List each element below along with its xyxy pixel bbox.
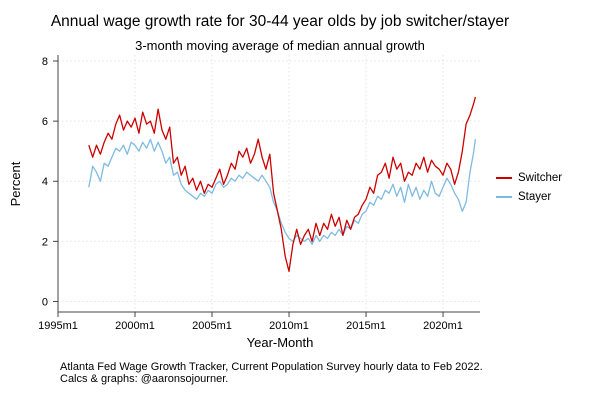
series-line-stayer — [88, 138, 477, 246]
legend-swatch-switcher — [496, 176, 512, 179]
source-note: Atlanta Fed Wage Growth Tracker, Current… — [60, 361, 483, 373]
x-tick-label: 2020m1 — [423, 320, 463, 332]
series-line-switcher — [88, 96, 477, 273]
grid-lines — [57, 55, 480, 312]
legend-item-stayer: Stayer — [496, 187, 562, 206]
y-tick-label: 6 — [42, 116, 48, 128]
x-tick-label: 2015m1 — [346, 320, 386, 332]
legend-label-stayer: Stayer — [518, 190, 552, 203]
legend-item-switcher: Switcher — [496, 168, 562, 187]
x-tick-label: 2010m1 — [269, 320, 309, 332]
chart-subtitle: 3-month moving average of median annual … — [135, 38, 425, 53]
y-tick-label: 2 — [42, 236, 48, 248]
tick-labels: 0 2 4 6 8 1995m1 2000m1 2005m1 2010m1 2015m1 2020m… — [38, 56, 463, 332]
series-lines — [88, 96, 477, 273]
legend-label-switcher: Switcher — [518, 171, 563, 184]
x-tick-label: 1995m1 — [38, 320, 78, 332]
y-tick-label: 8 — [42, 56, 48, 68]
credit-note: Calcs & graphs: @aaronsojourner. — [60, 373, 229, 385]
axes — [53, 55, 480, 317]
y-axis-title: Percent — [8, 161, 23, 207]
y-tick-label: 4 — [42, 176, 48, 188]
chart-title: Annual wage growth rate for 30-44 year o… — [50, 13, 510, 30]
y-tick-label: 0 — [42, 296, 48, 308]
x-tick-label: 2005m1 — [192, 320, 232, 332]
x-axis-title: Year-Month — [246, 335, 314, 350]
x-tick-label: 2000m1 — [115, 320, 155, 332]
legend: Switcher Stayer — [496, 168, 562, 206]
legend-swatch-stayer — [496, 195, 512, 198]
